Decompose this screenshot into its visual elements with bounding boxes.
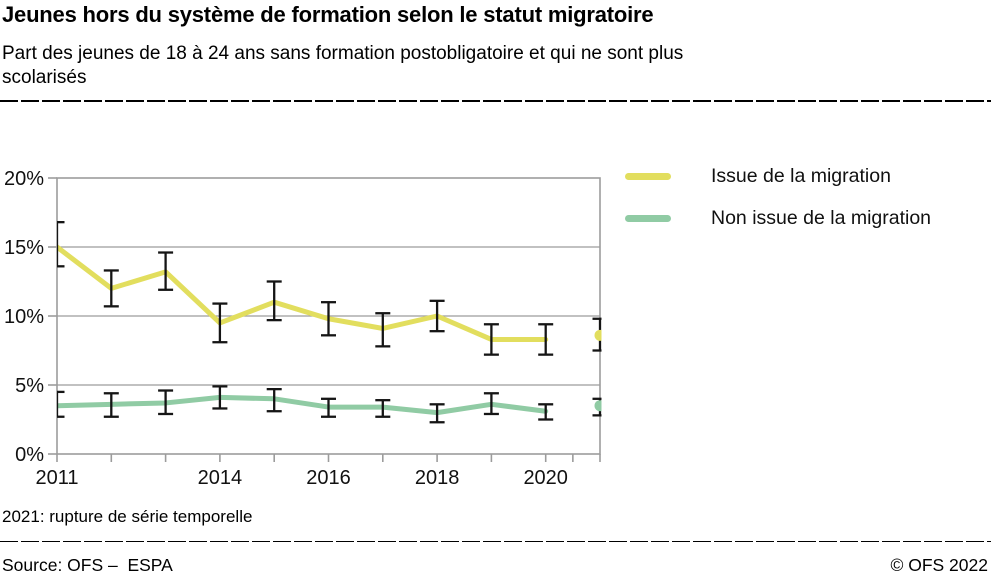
chart-footnote: 2021: rupture de série temporelle <box>2 507 253 526</box>
source-text: Source: OFS – ESPA <box>2 555 173 575</box>
y-tick-label: 5% <box>15 375 44 397</box>
copyright-text: © OFS 2022 <box>890 555 988 575</box>
break-point-2021 <box>594 400 602 412</box>
x-tick-label: 2016 <box>306 467 351 489</box>
x-tick-label: 2011 <box>35 467 78 489</box>
legend-swatch-issue-de-la-migration <box>625 172 671 180</box>
subtitle-line-1: Part des jeunes de 18 à 24 ans sans form… <box>2 43 684 64</box>
data-line <box>57 394 549 416</box>
y-tick-label: 10% <box>4 306 44 328</box>
chart-subtitle: Part des jeunes de 18 à 24 ans sans form… <box>2 42 962 90</box>
header-divider <box>0 100 991 102</box>
legend-label: Issue de la migration <box>711 164 891 187</box>
x-tick-label: 2020 <box>523 467 568 489</box>
legend-label: Non issue de la migration <box>711 206 932 229</box>
legend-item-issue: Issue de la migration <box>625 162 931 190</box>
plot-area <box>57 221 602 424</box>
legend-swatch-non-issue-de-la-migration <box>625 214 671 222</box>
chart-legend: Issue de la migration Non issue de la mi… <box>625 162 931 246</box>
subtitle-line-2: scolarisés <box>2 67 87 88</box>
y-tick-label: 0% <box>15 444 44 466</box>
x-tick-label: 2014 <box>198 467 243 489</box>
footer-divider <box>0 541 991 542</box>
page-title: Jeunes hors du système de formation selo… <box>2 2 654 27</box>
y-tick-label: 20% <box>4 168 44 190</box>
y-tick-label: 15% <box>4 237 44 259</box>
break-point-2021 <box>594 329 602 341</box>
legend-item-non-issue: Non issue de la migration <box>625 204 931 232</box>
x-tick-label: 2018 <box>415 467 460 489</box>
data-line <box>57 244 549 342</box>
